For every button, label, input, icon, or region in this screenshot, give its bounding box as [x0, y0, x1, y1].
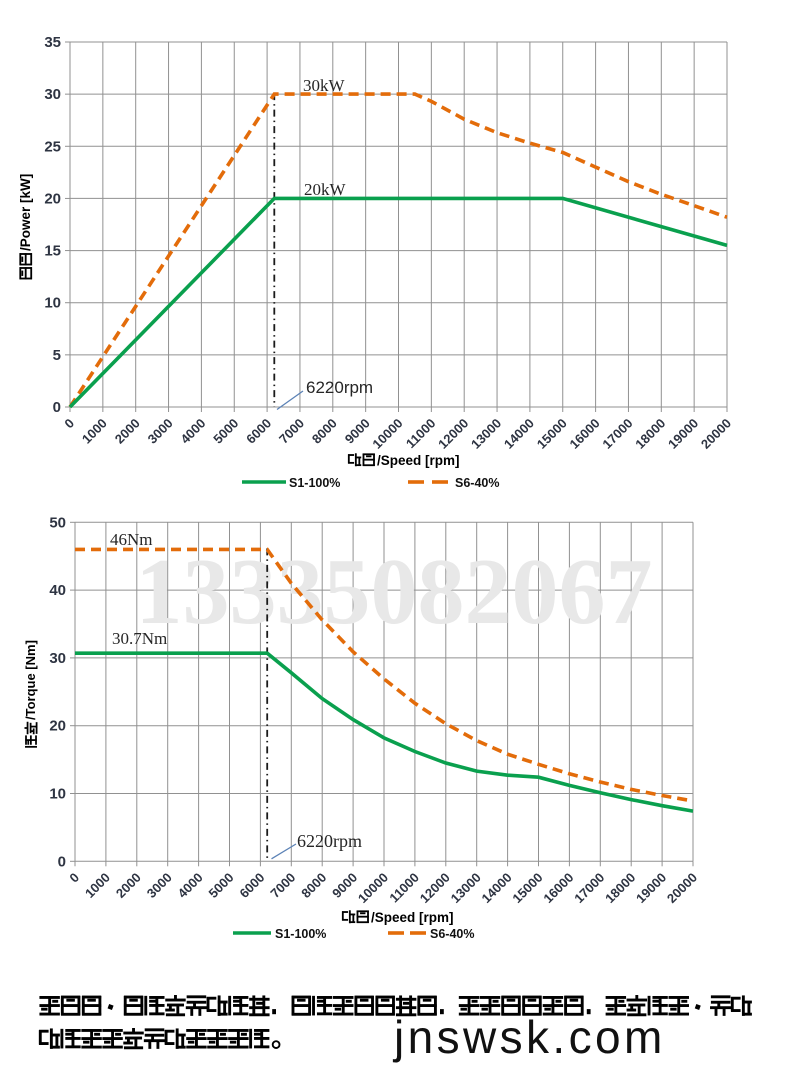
- svg-text:25: 25: [44, 138, 61, 155]
- svg-text:20kW: 20kW: [304, 180, 347, 199]
- svg-text:S6-40%: S6-40%: [430, 927, 474, 941]
- svg-text:S1-100%: S1-100%: [289, 476, 340, 490]
- svg-text:5: 5: [53, 347, 61, 364]
- svg-text:/Power [kW]: /Power [kW]: [18, 174, 33, 251]
- svg-text:30: 30: [49, 650, 66, 667]
- svg-text:6220rpm: 6220rpm: [297, 831, 362, 851]
- svg-text:0: 0: [58, 853, 66, 870]
- svg-text:50: 50: [49, 514, 66, 531]
- svg-text:40: 40: [49, 582, 66, 599]
- svg-text:6220rpm: 6220rpm: [306, 378, 373, 397]
- svg-text:0: 0: [53, 399, 61, 416]
- svg-text:30.7Nm: 30.7Nm: [112, 629, 167, 648]
- svg-text:10: 10: [49, 786, 66, 803]
- svg-text:/Speed [rpm]: /Speed [rpm]: [371, 910, 454, 925]
- svg-text:/Torque [Nm]: /Torque [Nm]: [23, 640, 38, 720]
- svg-text:30kW: 30kW: [303, 76, 346, 95]
- svg-text:/Speed [rpm]: /Speed [rpm]: [377, 453, 460, 468]
- svg-text:20: 20: [44, 190, 61, 207]
- svg-text:46Nm: 46Nm: [110, 530, 153, 549]
- svg-text:30: 30: [44, 86, 61, 103]
- svg-text:13335082067: 13335082067: [136, 540, 653, 644]
- svg-text:15: 15: [44, 243, 61, 260]
- svg-text:S6-40%: S6-40%: [455, 476, 499, 490]
- svg-text:10: 10: [44, 295, 61, 312]
- svg-text:S1-100%: S1-100%: [275, 927, 326, 941]
- svg-text:jnswsk.com: jnswsk.com: [392, 1011, 666, 1063]
- svg-text:35: 35: [44, 34, 61, 51]
- svg-text:20: 20: [49, 718, 66, 735]
